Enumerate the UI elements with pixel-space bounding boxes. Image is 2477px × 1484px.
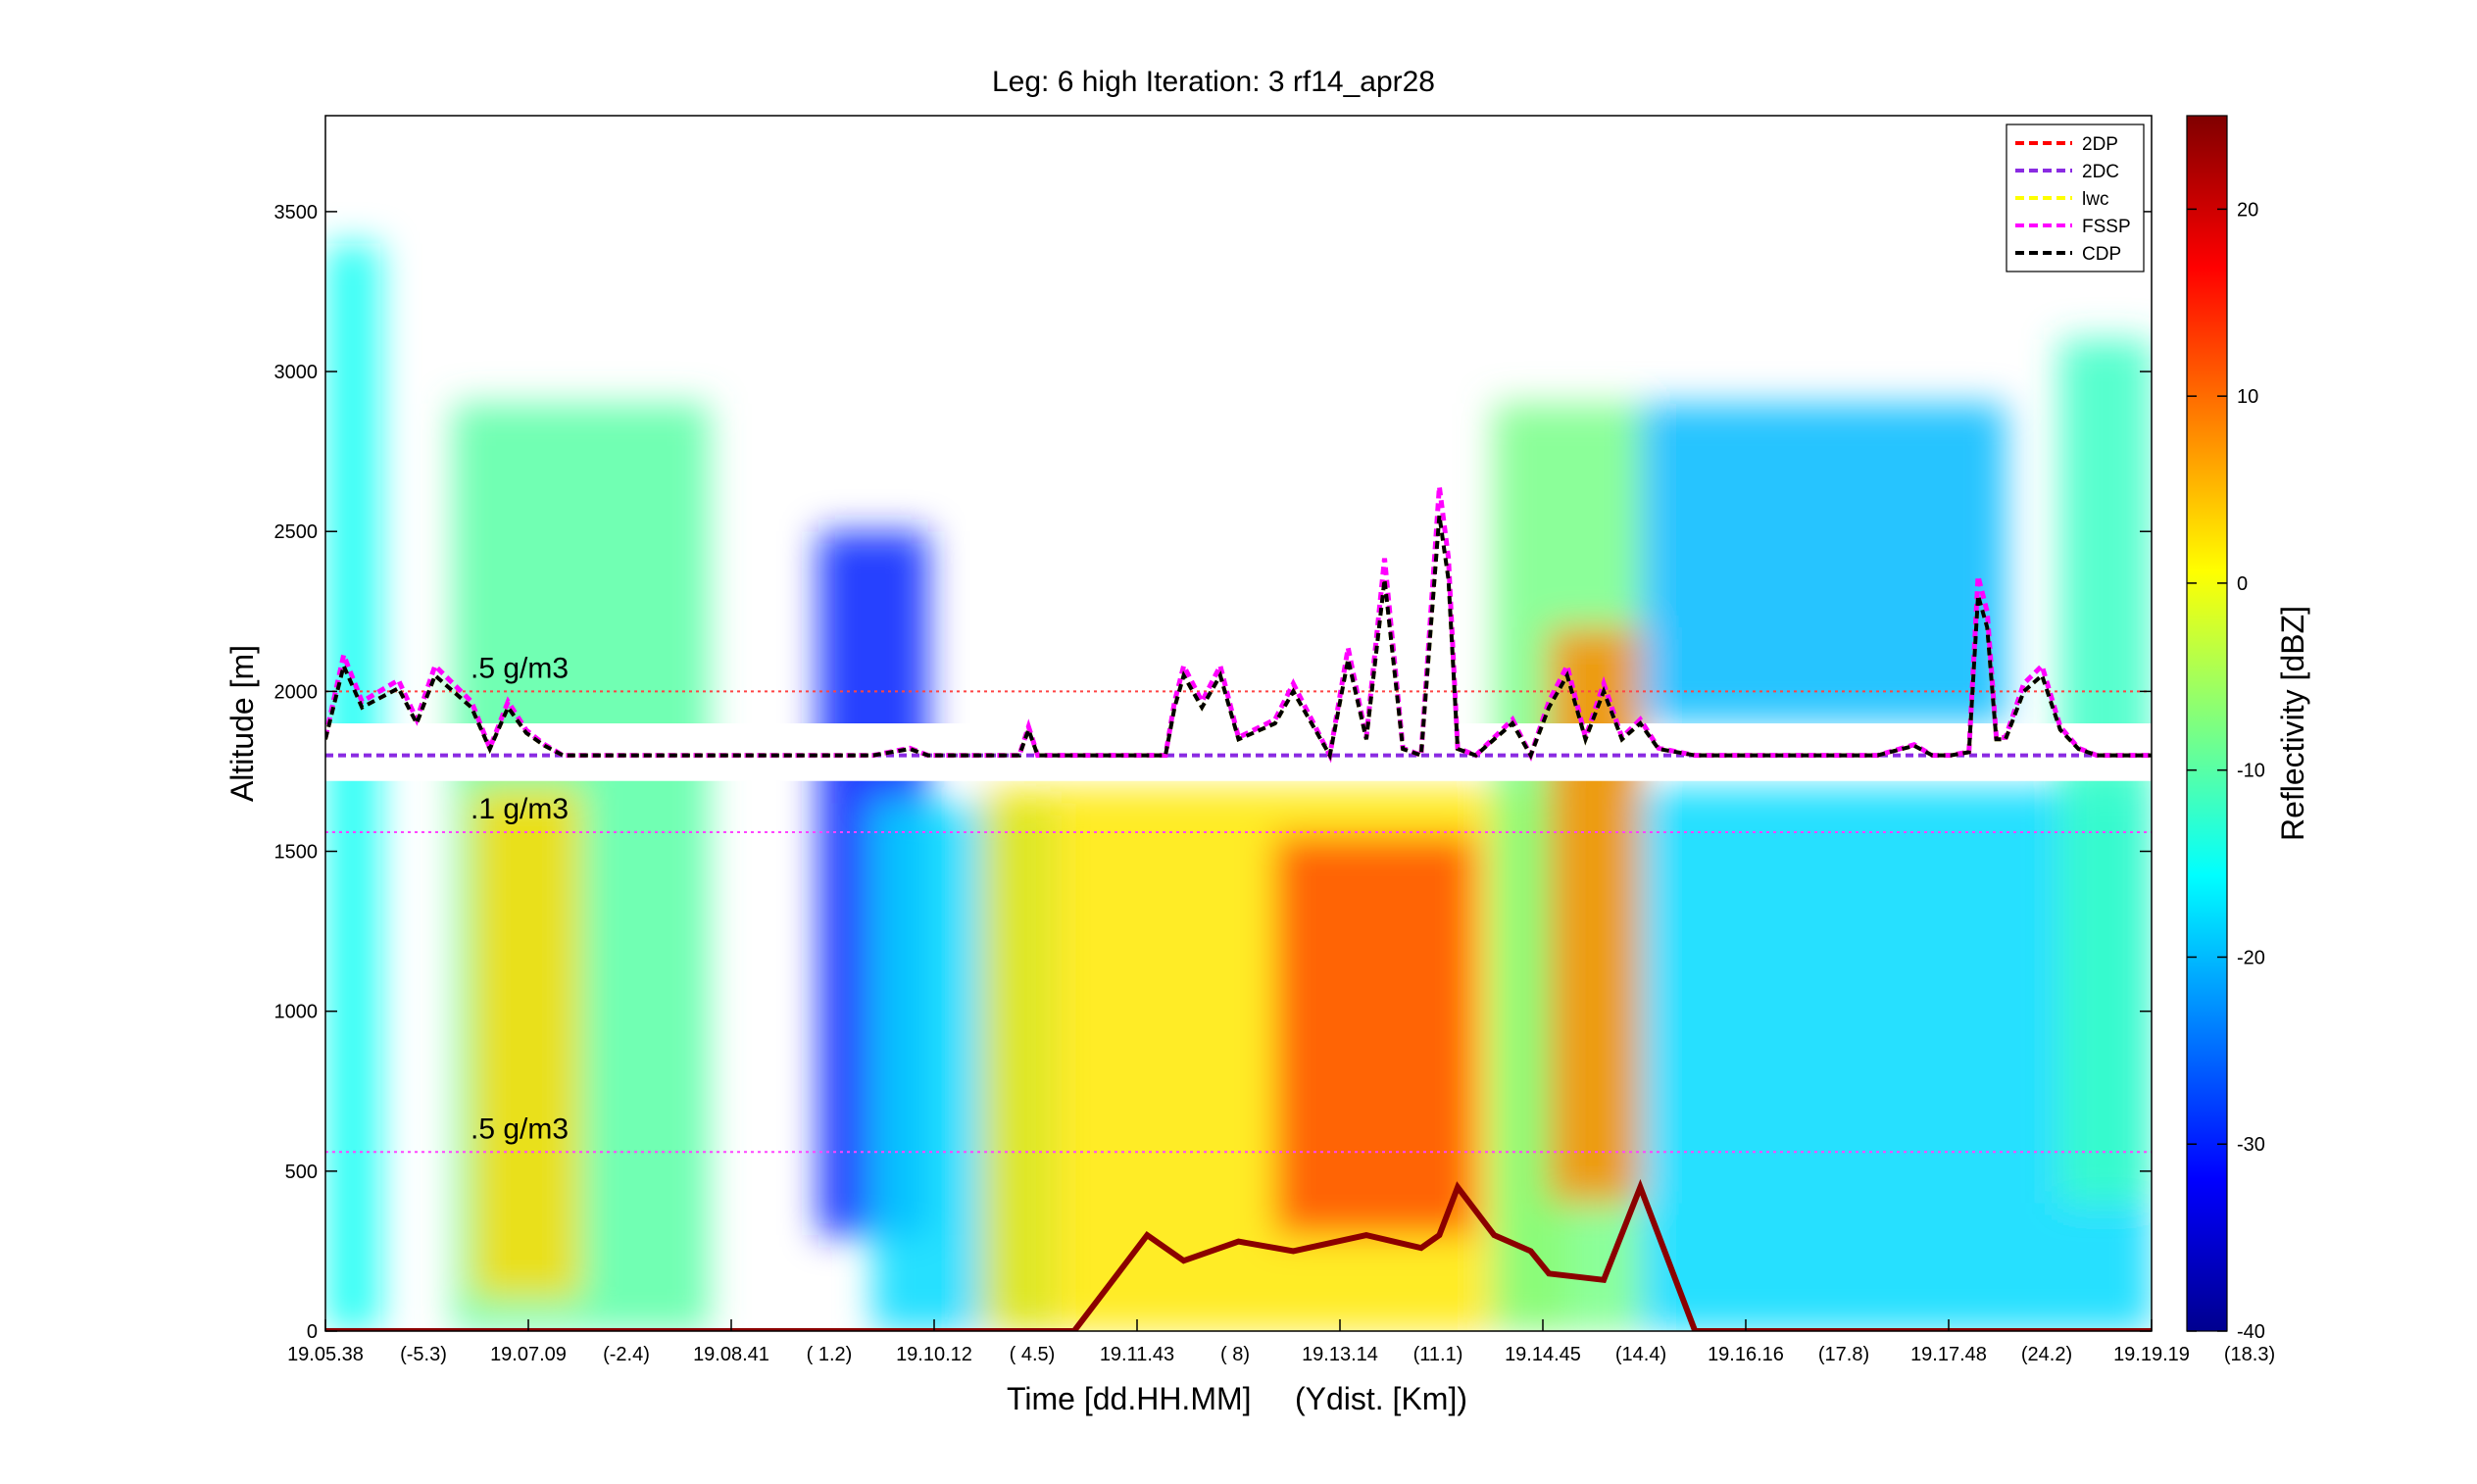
x-tick-ydist: (11.1) — [1413, 1344, 1463, 1365]
legend-label: CDP — [2082, 244, 2121, 265]
colorbar-tick-label: 20 — [2237, 199, 2258, 221]
reflectivity-field: .5 g/m3 .1 g/m3 .5 g/m3 — [325, 243, 2152, 1331]
x-tick-label: 19.05.38 — [287, 1344, 364, 1365]
x-tick-ydist: ( 1.2) — [807, 1344, 853, 1365]
y-tick-label: 3000 — [274, 362, 319, 383]
x-tick-label: 19.13.14 — [1302, 1344, 1378, 1365]
x-tick-ydist: (14.4) — [1615, 1344, 1666, 1365]
y-tick-label: 2000 — [274, 681, 319, 703]
x-tick-label: 19.10.12 — [896, 1344, 972, 1365]
legend-label: 2DP — [2082, 134, 2118, 155]
legend-label: FSSP — [2082, 217, 2131, 237]
y-tick-label: 500 — [285, 1162, 318, 1183]
x-axis-label: Time [dd.HH.MM] (Ydist. [Km]) — [1007, 1381, 1467, 1416]
chart-title: Leg: 6 high Iteration: 3 rf14_apr28 — [992, 66, 1435, 98]
x-tick-label: 19.07.09 — [490, 1344, 567, 1365]
colorbar-tick-label: 10 — [2237, 386, 2258, 408]
y-tick-label: 1000 — [274, 1002, 319, 1023]
colorbar-tick-label: -40 — [2237, 1321, 2265, 1343]
x-tick-label: 19.17.48 — [1910, 1344, 1987, 1365]
reference-label: .5 g/m3 — [471, 1113, 569, 1145]
y-tick-label: 3500 — [274, 202, 319, 223]
colorbar-tick-label: 0 — [2237, 573, 2248, 595]
reflectivity-region — [471, 787, 581, 1300]
legend-label: 2DC — [2082, 162, 2119, 182]
colorbar-tick-label: -10 — [2237, 761, 2265, 782]
colorbar-tick-label: -30 — [2237, 1134, 2265, 1156]
x-tick-ydist: (17.8) — [1818, 1344, 1869, 1365]
y-axis-label: Altitude [m] — [224, 645, 260, 802]
x-tick-ydist: (-5.3) — [400, 1344, 447, 1365]
surface-echo-line — [325, 1178, 2152, 1331]
reference-label: .1 g/m3 — [471, 793, 569, 825]
legend-label: lwc — [2082, 189, 2108, 210]
reflectivity-region — [1274, 835, 1476, 1236]
legend-box — [2006, 124, 2145, 272]
colorbar-tick-label: -20 — [2237, 947, 2265, 968]
x-tick-ydist: (24.2) — [2021, 1344, 2072, 1365]
x-tick-label: 19.19.19 — [2113, 1344, 2190, 1365]
reference-label: .5 g/m3 — [471, 652, 569, 684]
x-tick-label: 19.08.41 — [693, 1344, 769, 1365]
x-tick-ydist: ( 4.5) — [1010, 1344, 1056, 1365]
reflectivity-region — [1640, 403, 2006, 723]
x-tick-ydist: (18.3) — [2224, 1344, 2275, 1365]
colorbar-gradient — [2186, 115, 2228, 1332]
colorbar-label: Reflectivity [dBZ] — [2275, 606, 2310, 841]
plot-frame — [324, 115, 2153, 1332]
legend: 2DP 2DC lwc FSSP CDP — [2006, 124, 2145, 272]
series-CDP-line — [325, 515, 2152, 762]
x-axis: 19.05.38 (-5.3) 19.07.09 (-2.4) 19.08.41 ( 1.… — [287, 1319, 2275, 1365]
x-tick-label: 19.11.43 — [1100, 1344, 1174, 1365]
colorbar: -40 -30 -20 -10 0 10 20 Reflectivity [dBZ] — [2186, 115, 2310, 1343]
reflectivity-region — [325, 243, 380, 1331]
x-tick-label: 19.14.45 — [1505, 1344, 1581, 1365]
y-axis: 0 500 1000 1500 2000 2500 3000 3500 — [274, 202, 2152, 1343]
x-tick-ydist: (-2.4) — [603, 1344, 650, 1365]
y-tick-label: 2500 — [274, 521, 319, 543]
x-tick-ydist: ( 8) — [1220, 1344, 1250, 1365]
x-tick-label: 19.16.16 — [1708, 1344, 1784, 1365]
y-tick-label: 1500 — [274, 842, 319, 864]
y-tick-label: 0 — [307, 1321, 318, 1343]
